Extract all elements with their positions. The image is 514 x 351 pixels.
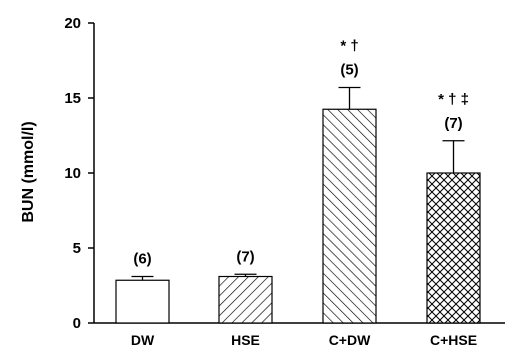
sample-size-label: (7) — [444, 115, 462, 132]
x-tick-label: DW — [131, 332, 155, 348]
bar-dw — [115, 279, 170, 324]
x-tick-label: HSE — [231, 332, 260, 348]
bar-hse — [218, 275, 273, 324]
sample-size-label: (5) — [340, 62, 358, 79]
y-axis: 0 5 10 15 20 — [64, 15, 95, 332]
bar-c-plus-hse — [426, 172, 481, 324]
sample-size-label: (7) — [236, 248, 254, 265]
x-labels: DW HSE C+DW C+HSE — [131, 332, 477, 348]
significance-label: * † — [340, 38, 358, 55]
y-tick-label: 10 — [64, 165, 81, 182]
x-tick-label: C+DW — [329, 332, 371, 348]
sample-size-label: (6) — [133, 251, 151, 268]
y-tick-label: 15 — [64, 90, 81, 107]
y-tick-label: 20 — [64, 15, 81, 32]
significance-label: * † ‡ — [438, 91, 469, 108]
annotations: (6) (7) (5) * † (7) * † ‡ — [133, 38, 469, 268]
x-tick-label: C+HSE — [430, 332, 477, 348]
y-tick-label: 0 — [73, 315, 81, 332]
y-tick-label: 5 — [73, 240, 81, 257]
bars — [115, 86, 481, 324]
y-axis-label: BUN (mmol/l) — [20, 121, 37, 222]
bar-c-plus-dw — [322, 108, 377, 324]
